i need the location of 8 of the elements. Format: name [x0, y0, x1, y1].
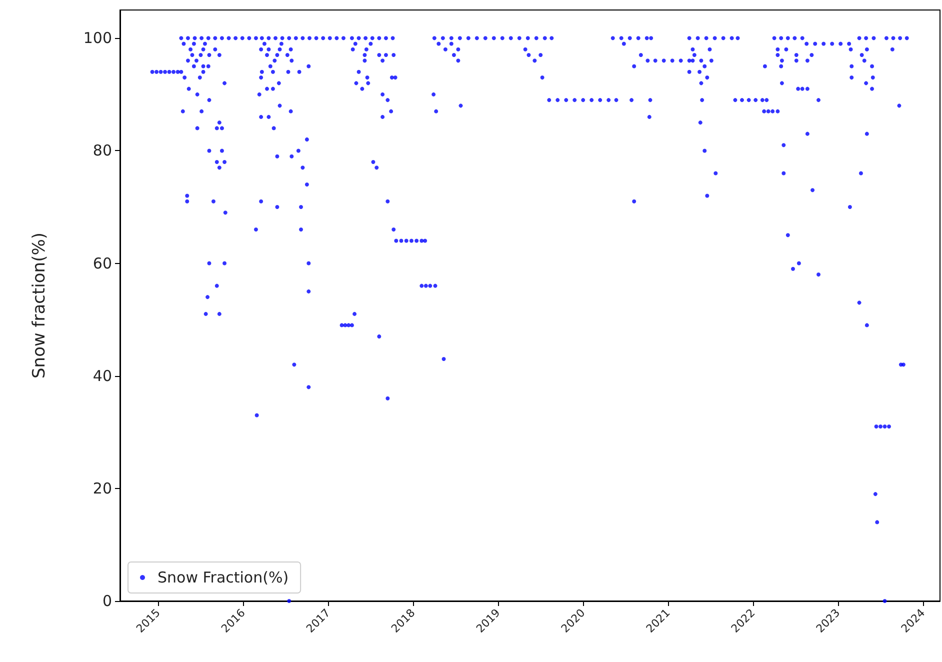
y-tick-label: 0 [102, 592, 112, 610]
y-axis-title: Snow fraction(%) [30, 232, 50, 378]
y-tick-label: 100 [83, 29, 112, 48]
legend-label: Snow Fraction(%) [158, 568, 289, 586]
y-tick-label: 40 [92, 366, 112, 385]
y-tick-label: 20 [92, 479, 112, 498]
y-tick-label: 80 [92, 142, 112, 160]
y-tick-label: 60 [92, 254, 112, 272]
